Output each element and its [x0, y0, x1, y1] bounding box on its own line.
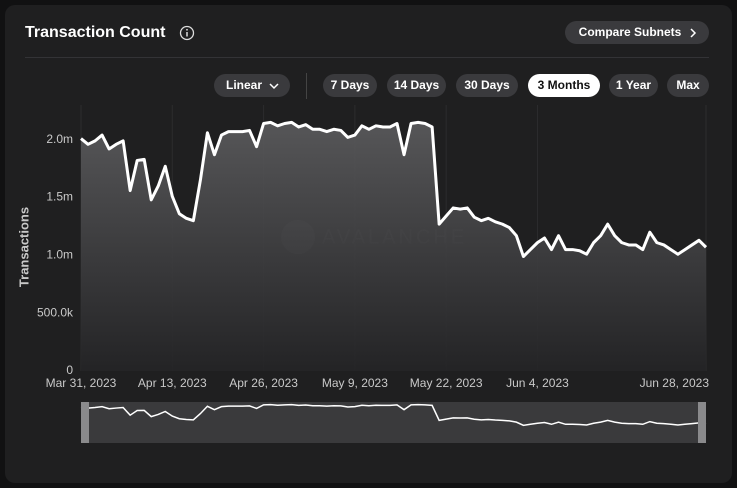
x-tick-label: May 22, 2023: [410, 376, 483, 390]
range-button[interactable]: 14 Days: [387, 74, 446, 97]
navigator-line: [80, 403, 707, 427]
chevron: [269, 83, 279, 90]
title: Transaction Count: [25, 24, 166, 41]
x-tick-label: Apr 26, 2023: [229, 376, 298, 390]
navigator-bg: [81, 402, 706, 443]
x-tick-label: Jun 28, 2023: [640, 376, 710, 390]
chevron: [690, 28, 697, 38]
y-axis-label: Transactions: [16, 207, 31, 287]
y-tick-label: 2.0m: [46, 132, 73, 146]
y-tick-label: 500.0k: [37, 305, 74, 319]
range-button[interactable]: Max: [667, 74, 709, 97]
x-tick-label: May 9, 2023: [322, 376, 388, 390]
range-button[interactable]: 3 Months: [528, 74, 600, 97]
x-tick-label: Apr 13, 2023: [138, 376, 207, 390]
info-icon[interactable]: [179, 25, 195, 41]
compare-label: Compare Subnets: [578, 25, 682, 39]
y-tick-label: 1.5m: [46, 190, 73, 204]
x-tick-label: Mar 31, 2023: [46, 376, 117, 390]
range-button[interactable]: 30 Days: [456, 74, 518, 97]
y-tick-label: 1.0m: [46, 248, 73, 262]
range-button[interactable]: 7 Days: [323, 74, 377, 97]
line: [80, 120, 708, 259]
scale-label: Linear: [225, 78, 262, 92]
y-tick-label: 0: [66, 363, 73, 377]
range-button[interactable]: 1 Year: [609, 74, 658, 97]
card: Transaction Count Compare Subnets Linear…: [5, 5, 732, 483]
navigator-handle[interactable]: [698, 402, 706, 443]
navigator-handle[interactable]: [81, 402, 89, 443]
separator: [306, 73, 307, 99]
scale-select[interactable]: Linear: [214, 74, 290, 97]
x-tick-label: Jun 4, 2023: [506, 376, 569, 390]
compare-button[interactable]: Compare Subnets: [565, 21, 709, 44]
divider: [25, 57, 709, 58]
area: [81, 122, 706, 371]
